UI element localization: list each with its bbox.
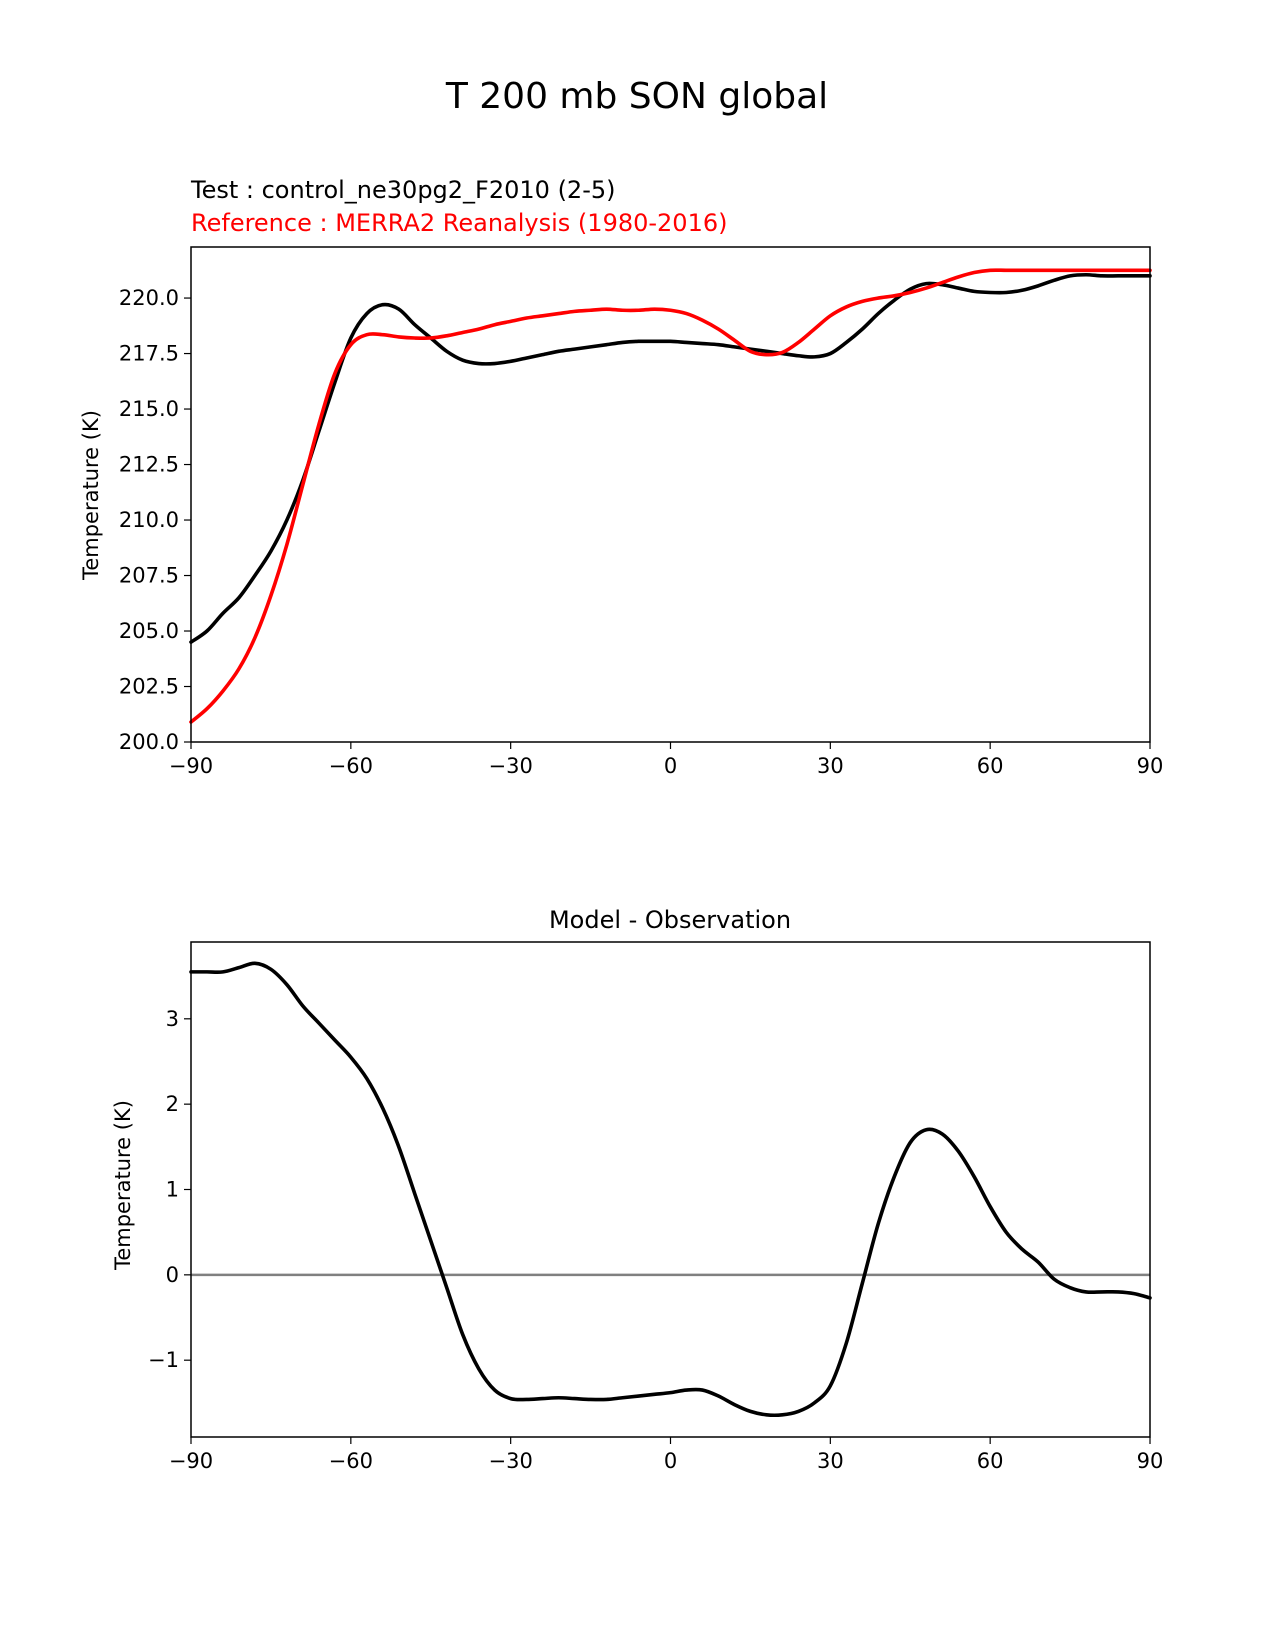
- bottom-xtick-label: 0: [664, 1449, 677, 1473]
- top-series-line-test: [189, 272, 1152, 644]
- top-xtick-label: −90: [169, 754, 213, 778]
- top-ytick-label: 212.5: [119, 453, 179, 477]
- top-ytick-label: 205.0: [119, 619, 179, 643]
- bottom-ytick-label: 2: [166, 1092, 179, 1116]
- top-panel-ylabel: Temperature (K): [79, 410, 103, 581]
- bottom-xtick-label: 90: [1137, 1449, 1164, 1473]
- top-xtick-label: 30: [817, 754, 844, 778]
- top-ytick-label: 207.5: [119, 564, 179, 588]
- bottom-panel: Model - Observation Temperature (K) −90−…: [111, 906, 1163, 1473]
- top-panel: Test : control_ne30pg2_F2010 (2-5) Refer…: [79, 176, 1163, 778]
- top-xtick-label: 0: [664, 754, 677, 778]
- bottom-ytick-label: 3: [166, 1007, 179, 1031]
- bottom-panel-axes-frame: [190, 941, 1151, 1438]
- bottom-panel-lines: [189, 961, 1152, 1418]
- top-ytick-label: 220.0: [119, 286, 179, 310]
- top-panel-reference-title: Reference : MERRA2 Reanalysis (1980-2016…: [191, 209, 727, 237]
- top-panel-test-title: Test : control_ne30pg2_F2010 (2-5): [190, 176, 616, 204]
- bottom-panel-title: Model - Observation: [549, 906, 791, 934]
- bottom-xtick-label: −30: [489, 1449, 533, 1473]
- bottom-xtick-label: 30: [817, 1449, 844, 1473]
- bottom-xtick-label: 60: [977, 1449, 1004, 1473]
- bottom-xtick-label: −60: [329, 1449, 373, 1473]
- top-xtick-label: 90: [1137, 754, 1164, 778]
- top-ytick-label: 200.0: [119, 730, 179, 754]
- top-ytick-label: 210.0: [119, 508, 179, 532]
- bottom-ytick-label: 0: [166, 1263, 179, 1287]
- top-ytick-label: 215.0: [119, 397, 179, 421]
- bottom-panel-ylabel: Temperature (K): [111, 1100, 135, 1271]
- top-xtick-label: 60: [977, 754, 1004, 778]
- top-panel-lines: [189, 268, 1152, 724]
- top-ytick-label: 217.5: [119, 342, 179, 366]
- bottom-ytick-label: −1: [148, 1348, 179, 1372]
- bottom-xtick-label: −90: [169, 1449, 213, 1473]
- top-series-line-reference: [189, 268, 1152, 724]
- top-ytick-label: 202.5: [119, 675, 179, 699]
- top-xtick-label: −60: [329, 754, 373, 778]
- bottom-ytick-label: 1: [166, 1178, 179, 1202]
- figure-title: T 200 mb SON global: [445, 76, 828, 117]
- bottom-panel-ticks: −90 −60 −30 0 30 60 90 −1 0 1 2 3: [148, 1007, 1163, 1473]
- bottom-series-line-model-observation: [189, 961, 1152, 1418]
- top-panel-axes-frame: [190, 246, 1151, 743]
- top-panel-ticks: −90 −60 −30 0 30 60 90 200.0 202.5 205.0 207.5 210.…: [119, 286, 1163, 778]
- top-xtick-label: −30: [489, 754, 533, 778]
